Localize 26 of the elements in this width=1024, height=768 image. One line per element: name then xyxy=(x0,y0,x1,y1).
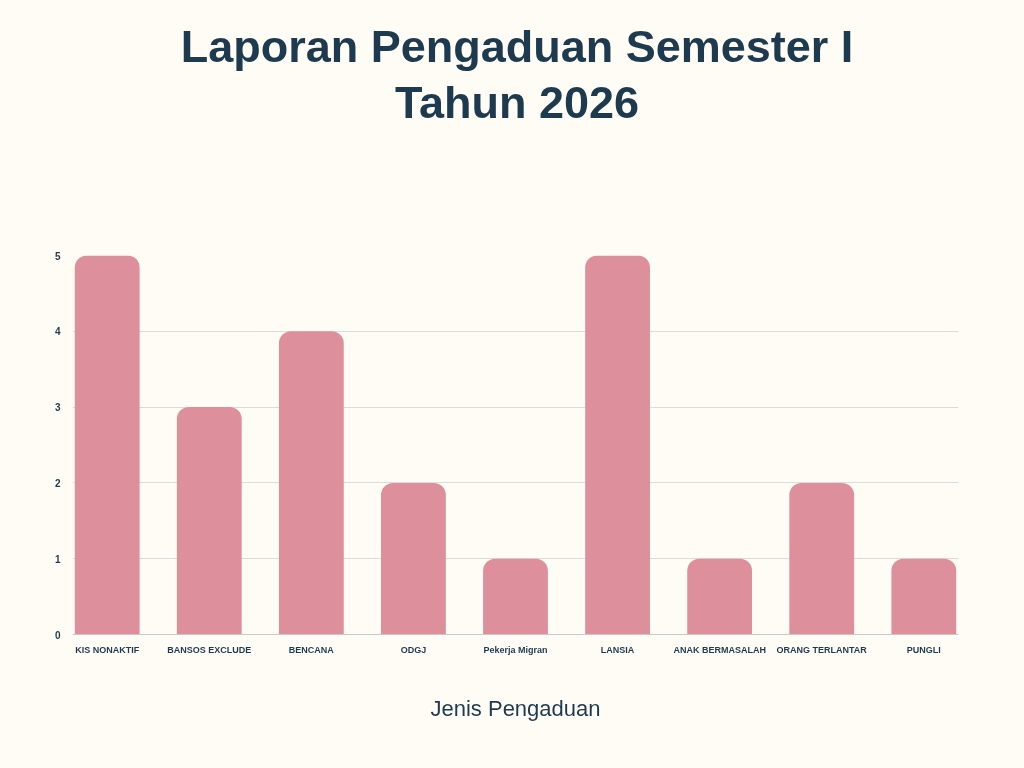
y-tick-label: 4 xyxy=(54,326,61,338)
x-tick-label: ORANG TERLANTAR xyxy=(776,644,868,655)
bar xyxy=(381,482,446,635)
bar xyxy=(483,558,548,635)
bar xyxy=(585,255,650,635)
x-tick-label: Pekerja Migran xyxy=(483,644,548,655)
bar xyxy=(789,482,855,635)
x-tick-label: KIS NONAKTIF xyxy=(75,644,140,655)
x-tick-label: BANSOS EXCLUDE xyxy=(167,644,252,655)
x-tick-label: LANSIA xyxy=(600,644,635,655)
bar xyxy=(176,407,242,635)
bar xyxy=(74,255,140,635)
y-tick-label: 2 xyxy=(54,477,61,489)
y-tick-label: 0 xyxy=(54,629,61,641)
x-tick-label: ODGJ xyxy=(400,644,427,655)
y-tick-label: 1 xyxy=(54,553,61,565)
y-tick-label: 5 xyxy=(54,250,61,262)
x-tick-label: ANAK BERMASALAH xyxy=(673,644,766,655)
bar xyxy=(687,558,753,635)
x-tick-label: BENCANA xyxy=(288,644,335,655)
y-tick-label: 3 xyxy=(54,402,61,414)
x-tick-label: PUNGLI xyxy=(906,644,941,655)
x-axis-title: Jenis Pengaduan xyxy=(430,695,601,721)
chart-title: Laporan Pengaduan Semester I Tahun 2026 xyxy=(179,20,855,130)
bar xyxy=(891,558,957,635)
bar xyxy=(278,331,344,635)
